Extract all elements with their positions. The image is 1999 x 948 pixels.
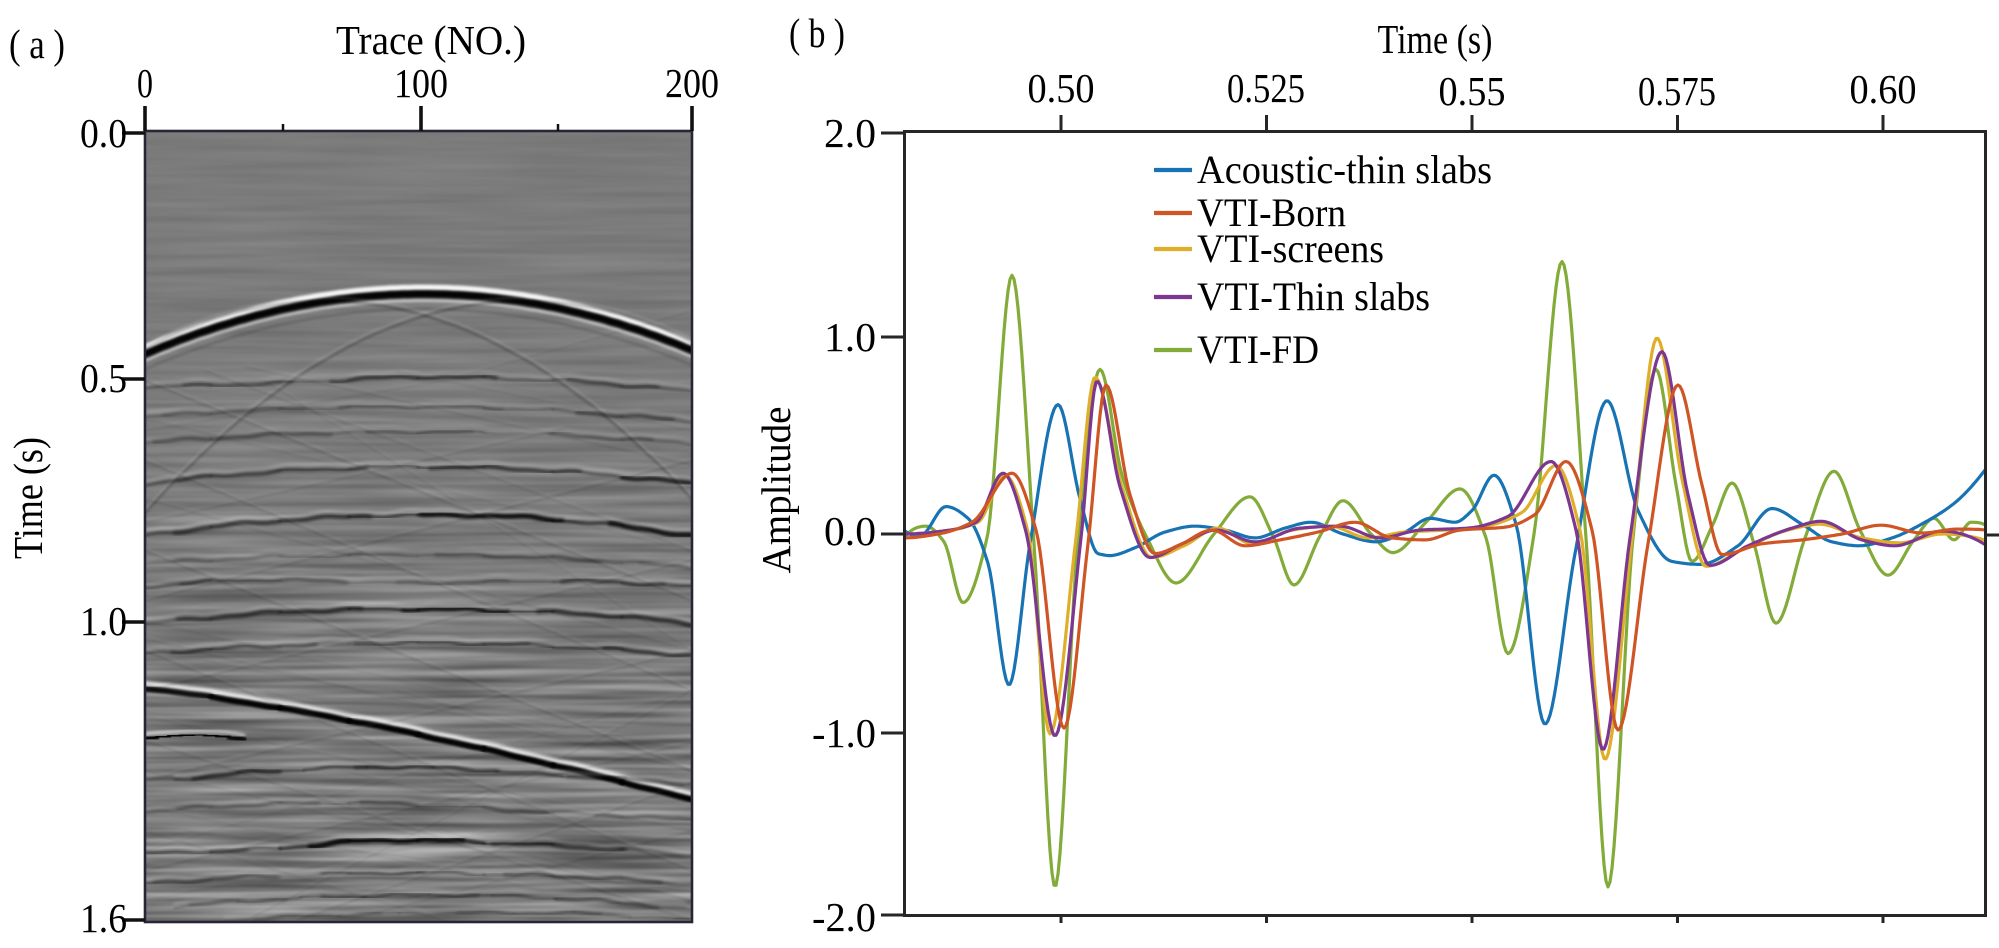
svg-text:0.0: 0.0: [80, 110, 127, 156]
svg-text:0.50: 0.50: [1028, 65, 1095, 111]
svg-text:Time (s): Time (s): [1378, 16, 1493, 62]
svg-text:0.575: 0.575: [1638, 68, 1716, 114]
svg-text:0.60: 0.60: [1850, 66, 1917, 112]
svg-text:VTI-FD: VTI-FD: [1197, 327, 1319, 372]
svg-text:0.5: 0.5: [80, 355, 127, 401]
svg-text:-1.0: -1.0: [812, 710, 876, 756]
svg-text:100: 100: [394, 60, 448, 106]
svg-text:0.0: 0.0: [824, 508, 876, 554]
svg-text:0: 0: [137, 60, 153, 106]
svg-text:1.6: 1.6: [80, 895, 127, 941]
svg-text:1.0: 1.0: [80, 598, 127, 644]
svg-text:Acoustic-thin slabs: Acoustic-thin slabs: [1197, 147, 1492, 192]
svg-text:1.0: 1.0: [824, 314, 876, 360]
svg-text:Amplitude: Amplitude: [753, 407, 799, 574]
svg-text:2.0: 2.0: [824, 110, 876, 156]
svg-text:Trace (NO.): Trace (NO.): [336, 17, 526, 63]
svg-text:( b ): ( b ): [789, 10, 845, 56]
svg-text:VTI-screens: VTI-screens: [1197, 226, 1384, 271]
svg-text:VTI-Thin slabs: VTI-Thin slabs: [1197, 274, 1430, 319]
svg-text:VTI-Born: VTI-Born: [1197, 190, 1346, 235]
svg-text:Time (s): Time (s): [5, 437, 51, 559]
svg-text:0.55: 0.55: [1439, 68, 1506, 114]
svg-text:200: 200: [665, 60, 719, 106]
svg-text:0.525: 0.525: [1227, 65, 1305, 111]
svg-text:( a ): ( a ): [9, 21, 65, 67]
svg-text:-2.0: -2.0: [812, 894, 876, 940]
